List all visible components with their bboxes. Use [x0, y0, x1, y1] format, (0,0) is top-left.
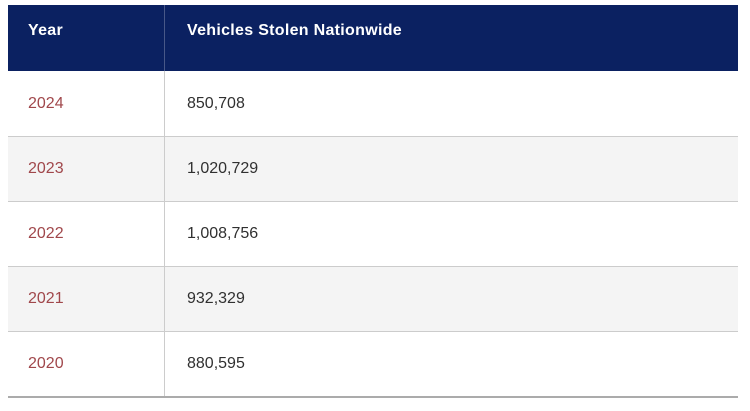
table-row: 2024 850,708	[8, 71, 738, 136]
year-cell: 2021	[8, 267, 165, 331]
year-link[interactable]: 2020	[28, 355, 64, 372]
value-cell: 1,020,729	[187, 160, 259, 177]
year-cell: 2023	[8, 137, 165, 201]
vehicle-theft-table: Year Vehicles Stolen Nationwide 2024 850…	[8, 5, 738, 398]
year-cell: 2024	[8, 71, 165, 136]
year-cell: 2022	[8, 202, 165, 266]
table-header-row: Year Vehicles Stolen Nationwide	[8, 5, 738, 71]
column-header-vehicles-stolen: Vehicles Stolen Nationwide	[165, 5, 738, 71]
value-cell: 850,708	[187, 94, 245, 112]
year-link[interactable]: 2023	[28, 160, 64, 177]
year-link[interactable]: 2022	[28, 225, 64, 242]
year-cell: 2020	[8, 332, 165, 396]
table-row: 2021 932,329	[8, 266, 738, 331]
table-row: 2022 1,008,756	[8, 201, 738, 266]
year-link[interactable]: 2021	[28, 290, 64, 307]
column-header-vehicles-stolen-label: Vehicles Stolen Nationwide	[187, 22, 402, 39]
value-cell: 1,008,756	[187, 225, 259, 242]
column-header-year-label: Year	[28, 22, 64, 39]
value-cell: 880,595	[187, 355, 245, 372]
year-link[interactable]: 2024	[28, 94, 64, 112]
value-cell: 932,329	[187, 290, 245, 307]
table-row: 2023 1,020,729	[8, 136, 738, 201]
column-header-year: Year	[8, 5, 165, 71]
table-row: 2020 880,595	[8, 331, 738, 396]
